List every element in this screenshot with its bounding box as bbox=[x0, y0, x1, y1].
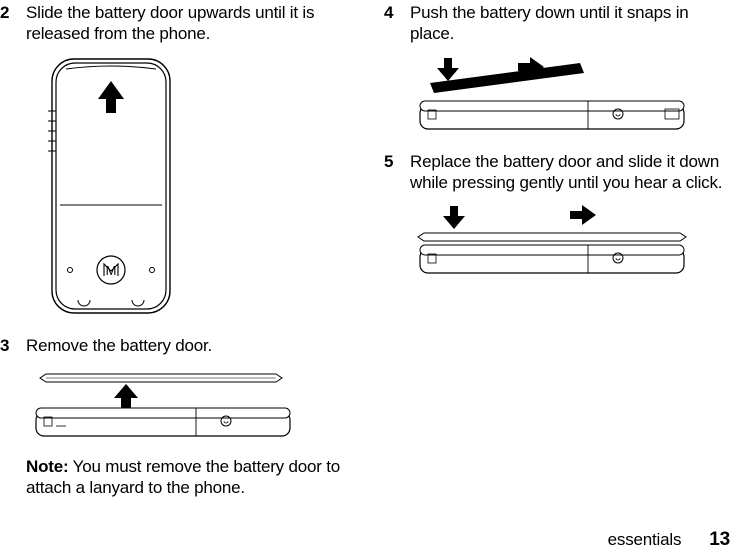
note-label: Note: bbox=[26, 457, 68, 476]
phone-back-illustration: M bbox=[26, 55, 196, 317]
step-3-note: Note: You must remove the battery door t… bbox=[0, 456, 352, 499]
step-4: 4 Push the battery down until it snaps i… bbox=[384, 2, 736, 45]
step-3-number: 3 bbox=[0, 335, 26, 356]
note-text: Note: You must remove the battery door t… bbox=[26, 456, 352, 499]
step-4-text: Push the battery down until it snaps in … bbox=[410, 2, 736, 45]
step-4-diagram bbox=[410, 55, 736, 133]
down-arrow-icon bbox=[443, 206, 465, 229]
down-arrow-icon bbox=[437, 58, 459, 81]
step-4-number: 4 bbox=[384, 2, 410, 45]
step-3-diagram bbox=[26, 366, 352, 438]
step-5-text: Replace the battery door and slide it do… bbox=[410, 151, 736, 194]
up-arrow-icon bbox=[114, 384, 138, 408]
battery-icon bbox=[430, 63, 584, 93]
step-2-number: 2 bbox=[0, 2, 26, 45]
step-2: 2 Slide the battery door upwards until i… bbox=[0, 2, 352, 45]
right-arrow-icon bbox=[570, 205, 596, 225]
step-5: 5 Replace the battery door and slide it … bbox=[384, 151, 736, 194]
step-2-diagram: M bbox=[26, 55, 352, 317]
remove-door-illustration bbox=[26, 366, 301, 438]
page-footer: essentials 13 bbox=[608, 529, 730, 551]
footer-section-label: essentials bbox=[608, 530, 682, 549]
step-2-text: Slide the battery door upwards until it … bbox=[26, 2, 352, 45]
push-battery-illustration bbox=[410, 55, 695, 133]
left-column: 2 Slide the battery door upwards until i… bbox=[0, 0, 352, 508]
step-3-text: Remove the battery door. bbox=[26, 335, 212, 356]
step-5-diagram bbox=[410, 203, 736, 277]
step-3: 3 Remove the battery door. bbox=[0, 335, 352, 356]
right-column: 4 Push the battery down until it snaps i… bbox=[384, 0, 736, 508]
step-5-number: 5 bbox=[384, 151, 410, 194]
footer-page-number: 13 bbox=[709, 529, 730, 550]
replace-door-illustration bbox=[410, 203, 695, 277]
note-body: You must remove the battery door to atta… bbox=[26, 457, 340, 497]
